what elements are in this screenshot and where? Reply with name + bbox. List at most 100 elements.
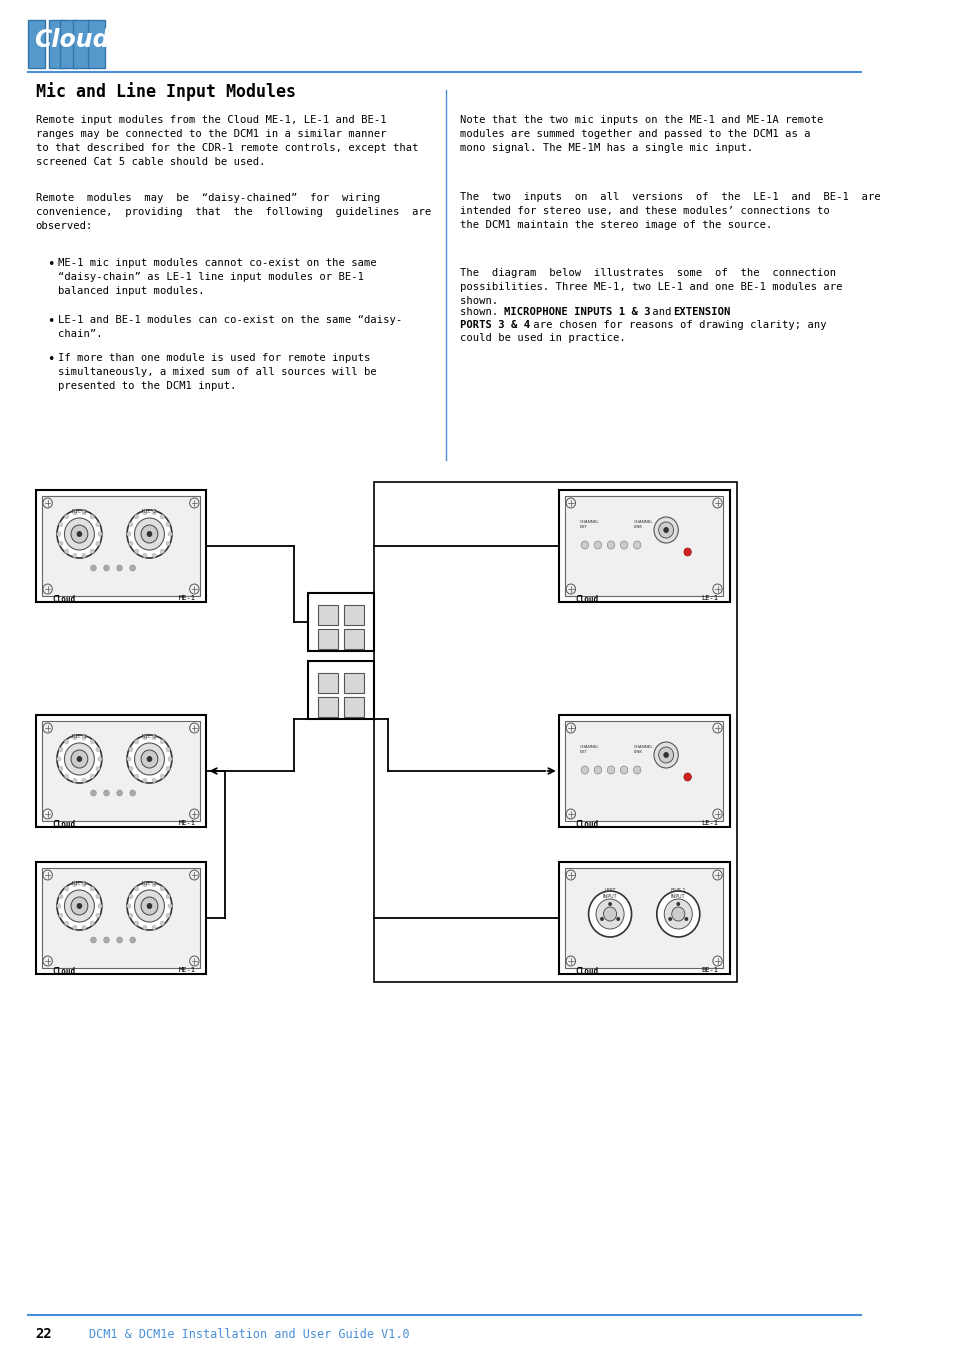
Text: If more than one module is used for remote inputs
simultaneously, a mixed sum of: If more than one module is used for remo… [58,352,376,392]
Bar [308,593,374,651]
Text: Cloud: Cloud [52,595,75,603]
Circle shape [152,883,156,887]
Circle shape [57,757,61,761]
Circle shape [127,757,131,761]
Text: MIC 2: MIC 2 [142,509,156,514]
Circle shape [76,531,82,537]
Text: CHANNEL
LINK: CHANNEL LINK [633,745,653,753]
Text: are chosen for reasons of drawing clarity; any: are chosen for reasons of drawing clarit… [526,320,825,329]
Circle shape [43,498,52,508]
Text: MIC 1: MIC 1 [72,734,87,738]
Text: Cloud: Cloud [34,28,110,53]
Circle shape [127,734,172,783]
Circle shape [616,917,619,921]
Bar [374,482,737,981]
Text: Cloud: Cloud [52,967,75,976]
Circle shape [658,522,673,539]
Text: LE-1 and BE-1 modules can co-exist on the same “daisy-
chain”.: LE-1 and BE-1 modules can co-exist on th… [58,315,402,339]
Circle shape [95,914,100,918]
Circle shape [166,767,170,771]
Bar [42,868,200,968]
Circle shape [65,518,94,549]
Circle shape [662,526,668,533]
Circle shape [141,751,158,768]
Circle shape [134,518,164,549]
Bar [35,490,206,602]
Circle shape [607,541,614,549]
Text: EXTENSION: EXTENSION [673,306,730,317]
Circle shape [190,956,199,967]
Circle shape [134,921,138,925]
Circle shape [116,790,122,796]
Circle shape [65,743,94,775]
Circle shape [168,903,172,909]
Circle shape [663,899,692,929]
Text: BUS 1
INPUT: BUS 1 INPUT [670,888,685,899]
Circle shape [130,566,135,571]
Bar [88,20,105,68]
Text: Mic and Line Input Modules: Mic and Line Input Modules [35,82,295,101]
Circle shape [580,541,588,549]
Bar [317,697,338,717]
Bar [317,674,338,693]
Circle shape [712,724,721,733]
Circle shape [594,765,601,774]
Circle shape [565,869,575,880]
Circle shape [168,757,172,761]
Bar [317,605,338,625]
Text: MIC 1: MIC 1 [72,882,87,886]
Circle shape [596,899,623,929]
Bar [28,20,45,68]
Circle shape [71,751,88,768]
Circle shape [190,498,199,508]
Circle shape [65,514,69,518]
Circle shape [160,921,164,925]
Bar [308,662,374,720]
Circle shape [127,510,172,558]
Circle shape [91,514,94,518]
Circle shape [588,891,631,937]
Text: ME-1: ME-1 [178,819,195,826]
Text: could be used in practice.: could be used in practice. [459,333,625,343]
Circle shape [190,869,199,880]
Text: LE-1: LE-1 [700,819,718,826]
Circle shape [65,890,94,922]
Circle shape [127,903,131,909]
Circle shape [82,554,86,558]
Bar [343,697,364,717]
Bar [558,716,729,828]
Circle shape [65,740,69,744]
Circle shape [134,743,164,775]
Text: shown.: shown. [459,306,504,317]
Circle shape [662,752,668,757]
Circle shape [91,790,96,796]
Circle shape [95,767,100,771]
Circle shape [565,956,575,967]
Circle shape [116,937,122,944]
Circle shape [129,894,132,899]
Circle shape [160,549,164,553]
Circle shape [104,937,110,944]
Circle shape [143,778,147,783]
Bar [72,20,90,68]
Circle shape [190,724,199,733]
Circle shape [134,740,138,744]
Circle shape [134,890,164,922]
Circle shape [65,774,69,779]
Bar [343,629,364,649]
Bar [564,721,722,821]
Circle shape [72,510,77,514]
Text: •: • [47,352,54,366]
Bar [343,674,364,693]
Circle shape [594,541,601,549]
Circle shape [160,887,164,891]
Circle shape [166,914,170,918]
Circle shape [127,882,172,930]
Circle shape [565,585,575,594]
Circle shape [599,917,603,921]
Circle shape [95,894,100,899]
Bar [42,721,200,821]
Text: The  two  inputs  on  all  versions  of  the  LE-1  and  BE-1  are
intended for : The two inputs on all versions of the LE… [459,192,880,230]
Bar [60,20,76,68]
Circle shape [712,956,721,967]
